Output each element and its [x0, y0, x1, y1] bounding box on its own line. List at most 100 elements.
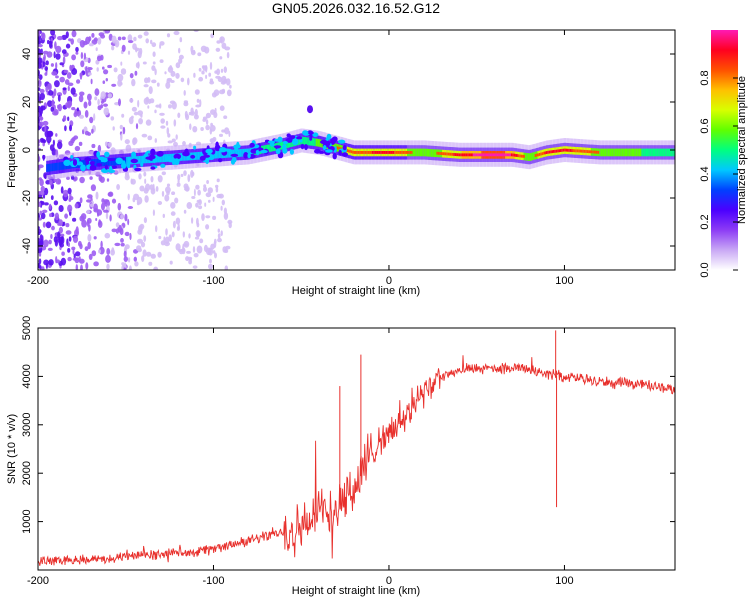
colorbar-axis: 0.0 0.2 0.4 0.6 0.8 [699, 70, 738, 278]
noise-mark [104, 232, 111, 239]
noise-mark [121, 44, 126, 52]
ridge-core [246, 148, 249, 157]
noise-mark [186, 250, 191, 254]
ridge-peak [588, 150, 590, 154]
noise-mark [150, 39, 153, 45]
noise-mark [70, 38, 74, 45]
noise-mark [217, 228, 220, 233]
x-tick-label: -100 [202, 275, 224, 287]
ridge-peak [411, 151, 413, 154]
noise-mark [209, 61, 213, 70]
noise-mark [65, 102, 69, 108]
ridge-peak [572, 149, 575, 153]
noise-mark [110, 249, 115, 256]
ridge-core [616, 148, 618, 157]
ridge-peak [541, 152, 544, 156]
ridge-blob [104, 151, 110, 158]
ridge-peak [472, 153, 475, 157]
noise-mark [171, 231, 175, 238]
ridge-core [635, 148, 638, 157]
ridge-blob [84, 157, 92, 162]
noise-mark [65, 223, 70, 228]
ridge-peak [498, 153, 500, 157]
noise-mark [51, 99, 55, 108]
noise-mark [83, 101, 88, 109]
noise-mark [93, 203, 98, 212]
ridge-blob [299, 139, 303, 143]
ridge-core [162, 154, 165, 163]
noise-mark [183, 240, 190, 248]
ridge-peak [465, 153, 468, 157]
noise-mark [56, 92, 63, 97]
noise-mark [221, 199, 225, 206]
y-tick-label: -40 [21, 238, 33, 254]
noise-mark [66, 72, 72, 79]
ridge-core [429, 149, 432, 157]
ridge-core [231, 149, 234, 158]
ridge-peak [398, 151, 401, 154]
ridge-core [95, 159, 98, 167]
ridge-blob [134, 167, 142, 172]
noise-mark [55, 75, 59, 79]
noise-mark [64, 213, 68, 219]
noise-mark [84, 130, 90, 136]
noise-mark [59, 76, 65, 83]
noise-mark [167, 140, 173, 144]
noise-mark [212, 250, 216, 254]
noise-mark [156, 82, 160, 87]
noise-mark [67, 256, 72, 262]
ridge-peak [516, 154, 519, 157]
noise-mark [91, 250, 97, 257]
y-tick-label: 20 [21, 96, 33, 108]
noise-mark [151, 79, 157, 84]
ridge-core [290, 139, 293, 147]
noise-mark [152, 61, 156, 65]
x-tick-label: -200 [27, 275, 49, 287]
y-tick-label: 5000 [21, 316, 33, 340]
noise-mark [87, 234, 92, 242]
noise-mark [100, 91, 106, 99]
noise-mark [103, 103, 108, 107]
ridge-blob [115, 157, 124, 165]
ridge-peak [402, 151, 405, 154]
noise-mark [98, 219, 101, 226]
noise-mark [193, 72, 196, 78]
ridge-blob [318, 150, 325, 154]
noise-mark [79, 72, 83, 77]
ridge-blob [160, 163, 166, 168]
ridge-blob [233, 144, 241, 149]
noise-mark [111, 228, 117, 233]
ridge-core [529, 153, 531, 161]
ridge-peak [355, 151, 357, 154]
noise-mark [224, 127, 230, 135]
ridge-blob [107, 158, 116, 162]
noise-mark [167, 133, 171, 138]
noise-mark [195, 184, 200, 190]
ridge-core [626, 148, 628, 157]
ridge-peak [449, 152, 451, 156]
noise-mark [138, 118, 144, 125]
ridge-core [531, 152, 534, 161]
noise-mark [48, 239, 52, 245]
noise-mark [84, 246, 89, 252]
x-tick-label: 0 [386, 575, 392, 587]
ridge-core [627, 148, 630, 157]
ridge-blob [337, 139, 346, 144]
ridge-blob [304, 144, 308, 151]
ridge-blob [150, 148, 156, 156]
ridge-core [129, 156, 131, 165]
noise-mark [38, 217, 42, 221]
noise-mark [39, 210, 43, 215]
y-tick-label: 0 [21, 147, 33, 153]
snr-x-axis: -200 -100 0 100 [27, 328, 574, 587]
noise-mark [139, 223, 145, 230]
noise-mark [218, 193, 224, 199]
noise-mark [124, 174, 130, 181]
spectrogram-noise-cloud [38, 30, 233, 270]
ridge-peak [512, 153, 515, 157]
y-tick-label: -20 [21, 190, 33, 206]
noise-mark [55, 133, 58, 137]
ridge-core [527, 153, 530, 161]
ridge-blob [289, 148, 294, 155]
noise-mark [111, 35, 117, 44]
